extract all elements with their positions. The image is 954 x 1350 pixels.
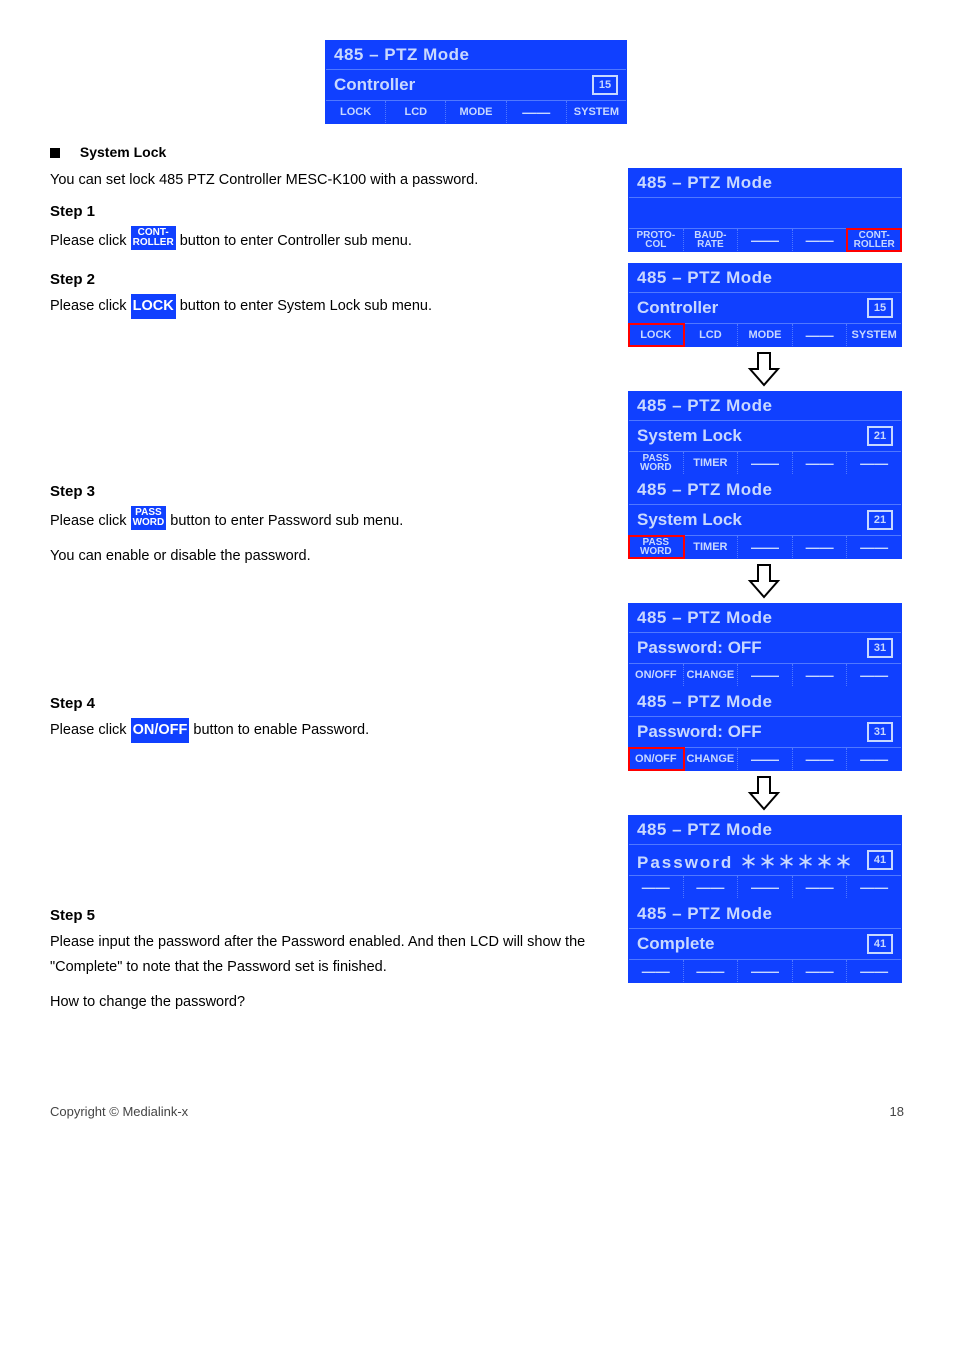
footer-right: 18 [890, 1104, 904, 1119]
step1-block: You can set lock 485 PTZ Controller MESC… [50, 168, 904, 263]
cell: —— [847, 536, 901, 558]
txt-a: Please click [50, 233, 131, 249]
step1-title: Step 1 [50, 203, 610, 220]
cell: SYSTEM [567, 101, 626, 123]
cell: PASSWORD [629, 452, 684, 474]
cell: —— [793, 748, 848, 770]
lcd-row-2: Controller 15 [326, 70, 626, 101]
lcd-s1: 485 – PTZ Mode PROTO-COL BAUD-RATE —— ——… [628, 168, 902, 252]
lcd-s3b: 485 – PTZ Mode Password: OFF31 ON/OFF CH… [628, 603, 902, 687]
subsection-row: System Lock [50, 144, 904, 160]
cell: —— [847, 664, 901, 686]
cell: —— [793, 229, 848, 251]
change-q: How to change the password? [50, 990, 610, 1015]
step2-title: Step 2 [50, 271, 610, 288]
cell: ON/OFF [629, 748, 684, 770]
cell: —— [793, 876, 848, 898]
cell: —— [738, 664, 793, 686]
cell: —— [793, 536, 848, 558]
cell: —— [738, 229, 793, 251]
page-footer: Copyright © Medialink-x 18 [50, 1104, 904, 1119]
step3-title: Step 3 [50, 483, 610, 500]
cell: ON/OFF [629, 664, 684, 686]
cell: —— [847, 960, 901, 982]
lcd-s4b: 485 – PTZ Mode Password ＊＊＊＊＊＊41 —— —— —… [628, 815, 902, 899]
enable-text: You can enable or disable the password. [50, 544, 610, 569]
lcd-s3a: 485 – PTZ Mode System Lock21 PASSWORD TI… [628, 475, 902, 559]
step2-block: Step 2 Please click LOCK button to enter… [50, 263, 904, 475]
cell: —— [738, 876, 793, 898]
lcd-s2a: 485 – PTZ Mode Controller15 LOCK LCD MOD… [628, 263, 902, 347]
lcd-s4a: 485 – PTZ Mode Password: OFF31 ON/OFF CH… [628, 687, 902, 771]
step4-button-label: ON/OFF [131, 718, 190, 743]
top-lcd-wrap: 485 – PTZ Mode Controller 15 LOCK LCD MO… [325, 40, 904, 124]
cell: —— [793, 324, 848, 346]
bullet-icon [50, 148, 60, 158]
cell: —— [738, 452, 793, 474]
down-arrow-icon [744, 563, 784, 599]
cell: PROTO-COL [629, 229, 684, 251]
title: 485 – PTZ Mode [637, 173, 772, 193]
cell: PASSWORD [629, 536, 684, 558]
cell: —— [793, 664, 848, 686]
intro: You can set lock 485 PTZ Controller MESC… [50, 168, 610, 193]
lcd-row-1: 485 – PTZ Mode [326, 41, 626, 70]
cell: MODE [446, 101, 506, 123]
step4-block: Step 4 Please click ON/OFF button to ena… [50, 687, 904, 899]
step4-title: Step 4 [50, 695, 610, 712]
lcd-badge: 15 [592, 75, 618, 95]
cell: —— [793, 452, 848, 474]
cell: CONT-ROLLER [847, 229, 901, 251]
txt-b: button to enter Controller sub menu. [180, 233, 412, 249]
cell: —— [684, 876, 739, 898]
cell: TIMER [684, 452, 739, 474]
step3-block: Step 3 Please click PASSWORD button to e… [50, 475, 904, 687]
lcd-s2b: 485 – PTZ Mode System Lock21 PASSWORD TI… [628, 391, 902, 475]
down-arrow-icon [744, 351, 784, 387]
step3-text: Please click PASSWORD button to enter Pa… [50, 506, 610, 534]
step4-text: Please click ON/OFF button to enable Pas… [50, 718, 610, 743]
cell: SYSTEM [847, 324, 901, 346]
footer-left: Copyright © Medialink-x [50, 1104, 188, 1119]
cell: —— [793, 960, 848, 982]
cell: TIMER [684, 536, 739, 558]
cell: —— [507, 101, 567, 123]
cell: —— [738, 536, 793, 558]
cell: —— [847, 748, 901, 770]
cell: —— [629, 876, 684, 898]
lcd-title: 485 – PTZ Mode [334, 45, 469, 65]
cell: BAUD-RATE [684, 229, 739, 251]
cell: LOCK [326, 101, 386, 123]
step5-block: Step 5 Please input the password after t… [50, 899, 904, 1024]
cell: MODE [738, 324, 793, 346]
cell: —— [847, 876, 901, 898]
step5-text: Please input the password after the Pass… [50, 930, 610, 979]
step3-button-label: PASSWORD [131, 506, 167, 530]
step2-button-label: LOCK [131, 294, 176, 319]
step1-text: Please click CONT-ROLLER button to enter… [50, 226, 610, 254]
cell: —— [629, 960, 684, 982]
step5-title: Step 5 [50, 907, 610, 924]
step2-text: Please click LOCK button to enter System… [50, 294, 610, 319]
cell: LOCK [629, 324, 684, 346]
lcd-top: 485 – PTZ Mode Controller 15 LOCK LCD MO… [325, 40, 627, 124]
cell: LCD [684, 324, 739, 346]
cell: —— [684, 960, 739, 982]
cell: CHANGE [684, 664, 739, 686]
subsection-title: System Lock [80, 144, 166, 160]
page: 485 – PTZ Mode Controller 15 LOCK LCD MO… [0, 0, 954, 1159]
cell: —— [847, 452, 901, 474]
lcd-mid: Controller [334, 75, 415, 95]
step1-button-label: CONT-ROLLER [131, 226, 176, 250]
cell: —— [738, 960, 793, 982]
cell: CHANGE [684, 748, 739, 770]
cell: LCD [386, 101, 446, 123]
lcd-bottom: LOCK LCD MODE —— SYSTEM [326, 101, 626, 123]
cell: —— [738, 748, 793, 770]
down-arrow-icon [744, 775, 784, 811]
lcd-s5: 485 – PTZ Mode Complete41 —— —— —— —— —— [628, 899, 902, 983]
